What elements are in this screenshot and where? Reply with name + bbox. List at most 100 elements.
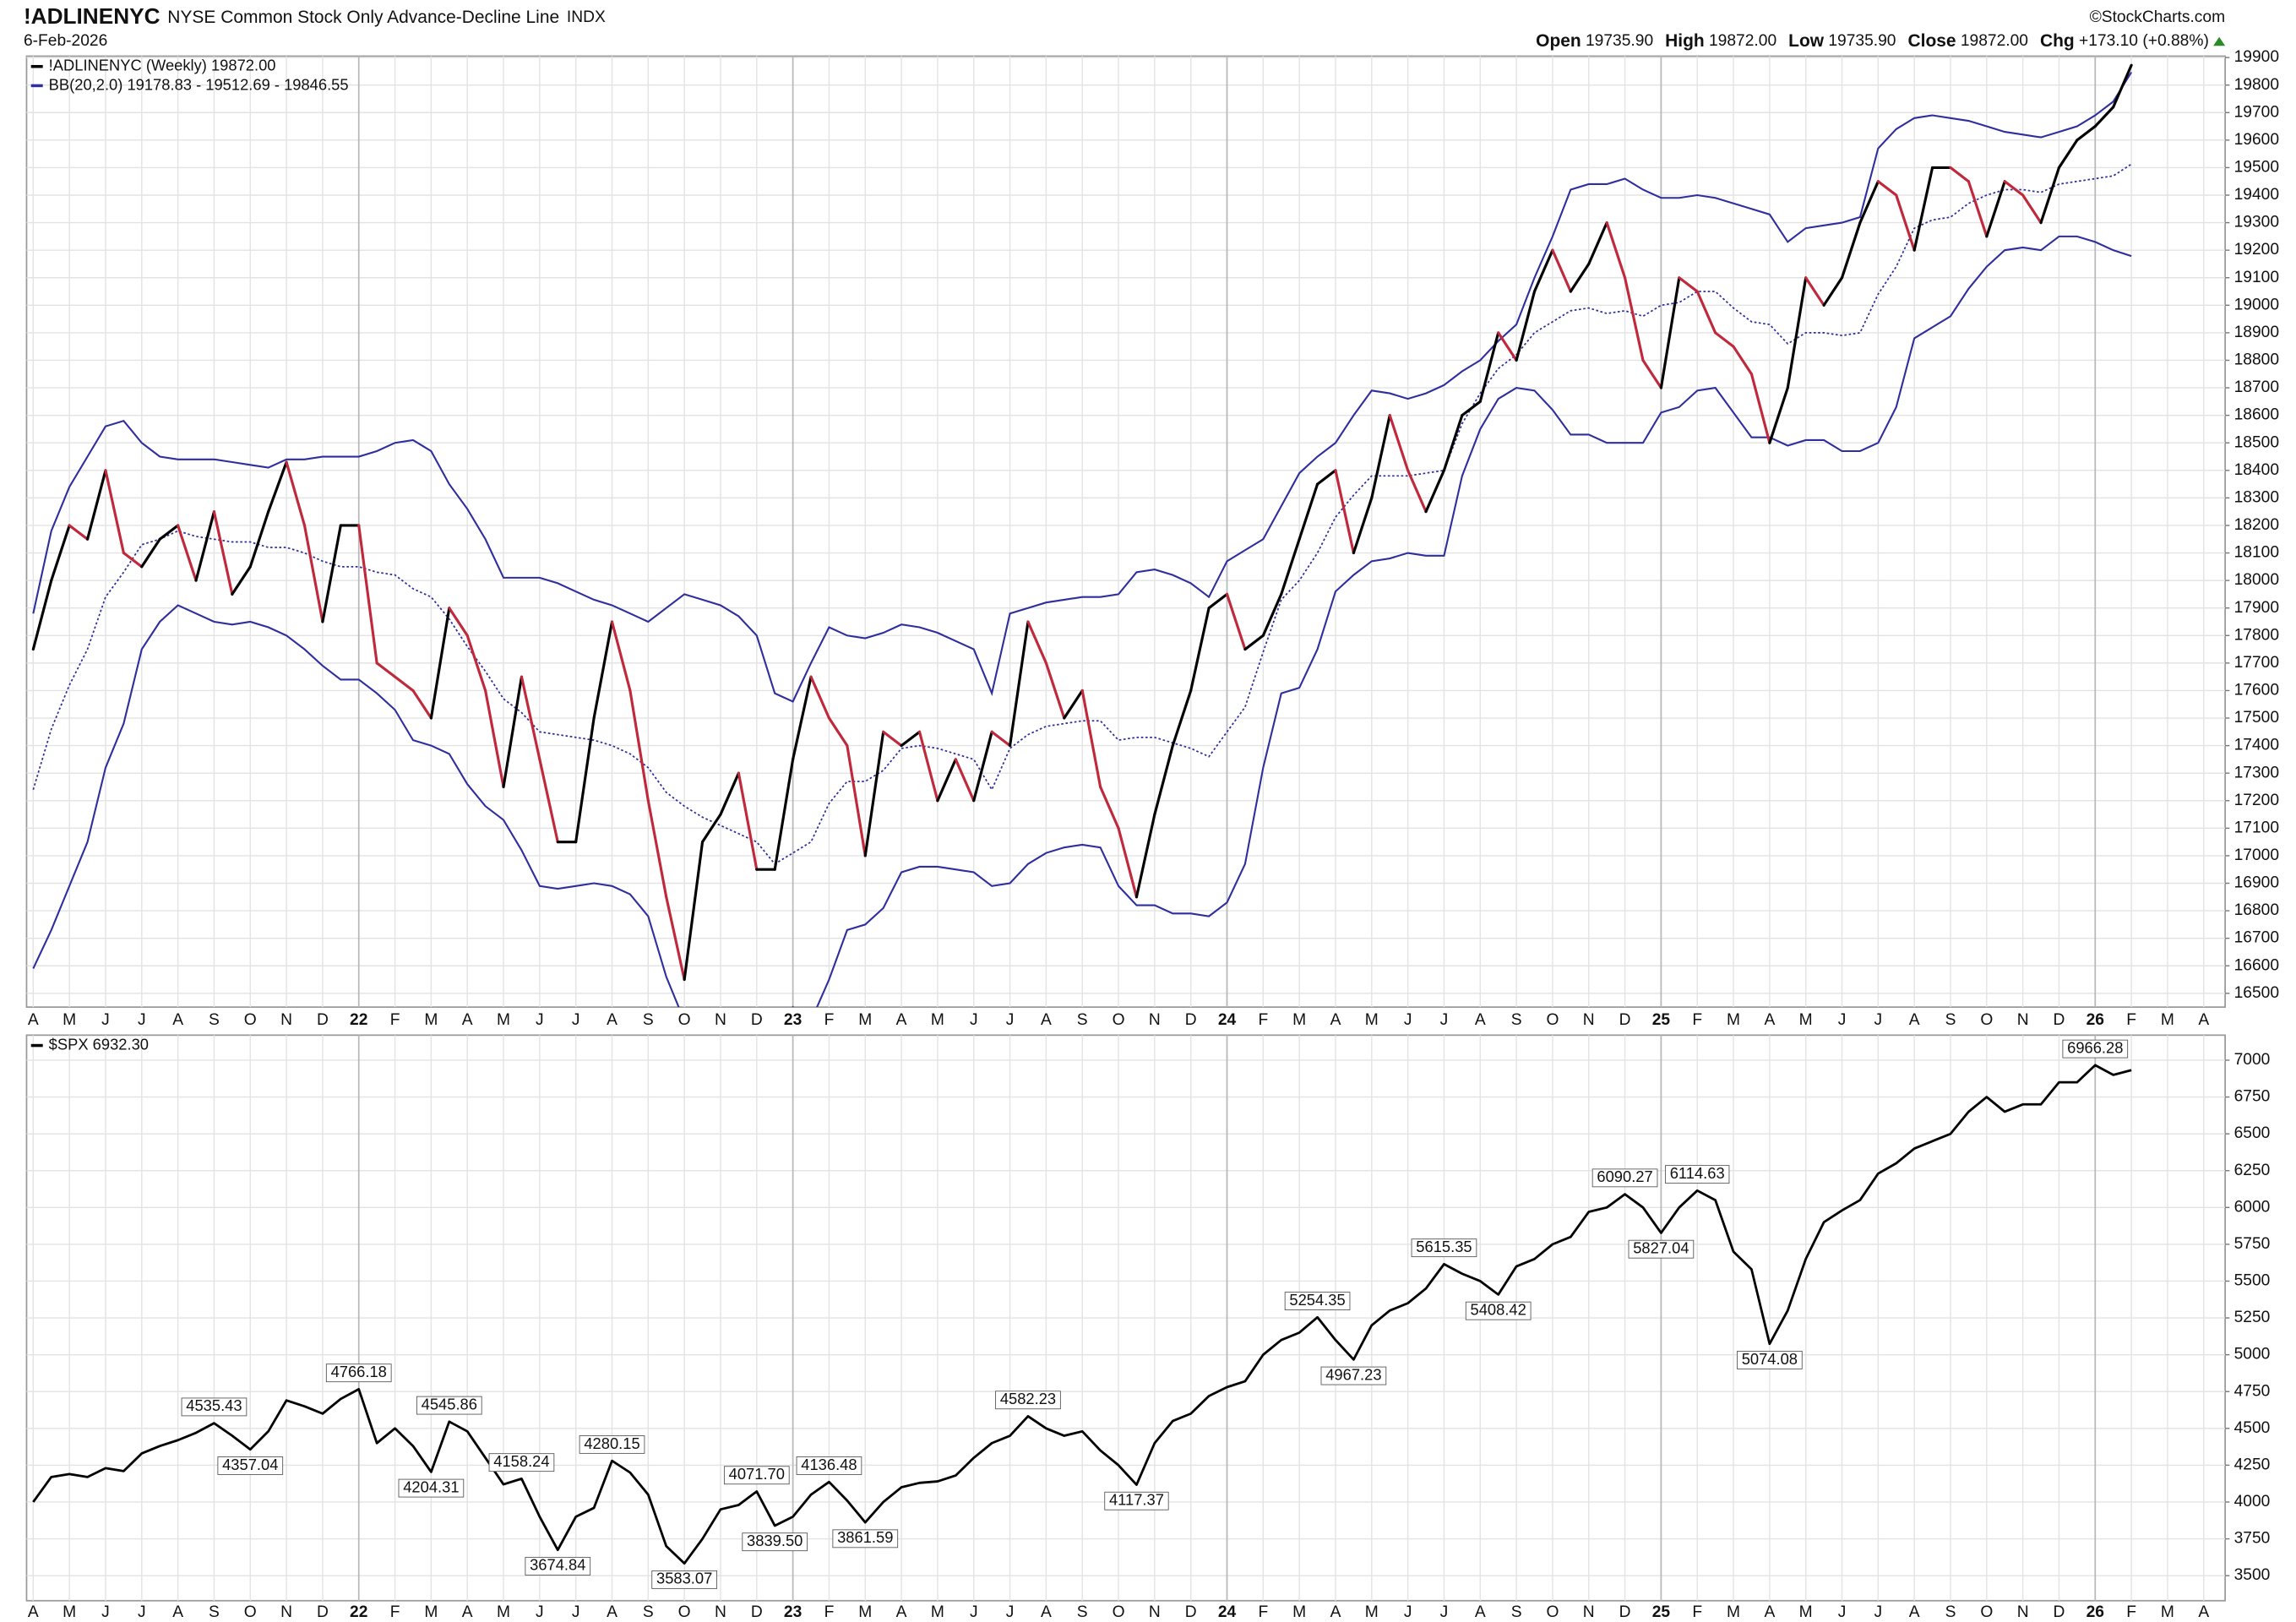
- line-segment: [1678, 276, 1699, 293]
- x-tick-label: S: [1945, 1603, 1956, 1621]
- line-segment: [1695, 290, 1717, 335]
- x-tick-label: A: [896, 1603, 907, 1621]
- x-tick-label: J: [970, 1011, 978, 1029]
- x-tick-label: 24: [1218, 1011, 1237, 1029]
- value-label: 4535.43: [186, 1396, 242, 1414]
- x-tick-label: O: [1980, 1603, 1993, 1621]
- value-label-box: [1665, 1165, 1730, 1184]
- x-tick-label: M: [931, 1603, 944, 1621]
- line-segment: [538, 758, 559, 844]
- value-label-box: [579, 1434, 645, 1454]
- x-tick-label: S: [643, 1603, 654, 1621]
- x-tick-label: J: [138, 1603, 146, 1621]
- x-tick-label: S: [209, 1603, 220, 1621]
- quote-label: Chg: [2040, 31, 2075, 51]
- x-tick-label: M: [1799, 1603, 1813, 1621]
- value-label: 4158.24: [493, 1452, 549, 1470]
- x-tick-label: S: [643, 1011, 654, 1029]
- line-segment: [520, 675, 541, 761]
- exchange: INDX: [567, 8, 606, 26]
- x-tick-label: M: [63, 1603, 76, 1621]
- subtitle: NYSE Common Stock Only Advance-Decline L…: [167, 8, 559, 27]
- plot-area: [25, 55, 2226, 1008]
- y-tick-label: 19000: [2234, 296, 2279, 313]
- x-tick-label: F: [390, 1011, 400, 1029]
- value-label: 4071.70: [729, 1465, 785, 1483]
- x-tick-label: A: [1330, 1603, 1341, 1621]
- plot: [31, 63, 2133, 1008]
- x-tick-label: F: [824, 1603, 835, 1621]
- line-segment: [792, 675, 813, 761]
- y-tick-label: 17600: [2234, 682, 2279, 699]
- value-label-box: [398, 1478, 465, 1498]
- value-label-box: [416, 1396, 482, 1415]
- x-tick-label: M: [424, 1011, 438, 1029]
- line-segment: [1497, 331, 1518, 362]
- y-tick-label: 16500: [2234, 984, 2279, 1002]
- line-segment: [1406, 469, 1428, 514]
- y-tick-label: 18200: [2234, 516, 2279, 534]
- x-tick-label: A: [1909, 1603, 1920, 1621]
- line-segment: [1080, 689, 1102, 789]
- y-tick-label: 19900: [2234, 48, 2279, 66]
- line-segment: [1515, 290, 1537, 362]
- y-tick-label: 6500: [2234, 1124, 2271, 1142]
- x-tick-label: 26: [2087, 1011, 2104, 1029]
- x-tick-label: 22: [350, 1011, 367, 1029]
- x-tick-label: D: [1619, 1011, 1631, 1029]
- y-tick-label: 19100: [2234, 269, 2279, 286]
- y-tick-label: 19500: [2234, 158, 2279, 176]
- x-tick-label: J: [572, 1011, 580, 1029]
- x-tick-label: A: [1764, 1011, 1775, 1029]
- x-tick-label: O: [678, 1011, 691, 1029]
- legend-entry: BB(20,2.0) 19178.83 - 19512.69 - 19846.5…: [49, 75, 349, 93]
- line-segment: [177, 524, 198, 582]
- x-tick-label: S: [1077, 1603, 1088, 1621]
- x-tick-label: S: [1511, 1011, 1522, 1029]
- x-tick-label: A: [607, 1011, 618, 1029]
- y-tick-label: 4750: [2234, 1382, 2271, 1400]
- line-segment: [646, 799, 668, 899]
- x-tick-label: D: [751, 1603, 763, 1621]
- value-label: 3839.50: [747, 1532, 803, 1549]
- x-tick-label: F: [1692, 1603, 1702, 1621]
- line-segment: [1153, 744, 1174, 816]
- line-segment: [1370, 414, 1391, 499]
- line-segment: [1587, 221, 1608, 266]
- y-tick-label: 4500: [2234, 1419, 2271, 1437]
- x-tick-label: F: [1692, 1011, 1702, 1029]
- value-label: 4357.04: [222, 1456, 278, 1473]
- x-tick-label: J: [1440, 1011, 1449, 1029]
- line-segment: [1026, 620, 1047, 665]
- y-tick-label: 18500: [2234, 433, 2279, 451]
- x-tick-label: A: [462, 1603, 473, 1621]
- value-label: 3583.07: [656, 1570, 712, 1587]
- value-label-box: [1465, 1301, 1532, 1320]
- y-tick-label: 4250: [2234, 1456, 2271, 1473]
- value-label: 5254.35: [1289, 1291, 1345, 1309]
- x-tick-label: A: [1909, 1011, 1920, 1029]
- line-segment: [1949, 166, 1970, 183]
- x-tick-label: N: [280, 1603, 292, 1621]
- quote-value: 19872.00: [1961, 32, 2028, 50]
- x-tick-label: M: [1292, 1603, 1306, 1621]
- quote-label: Low: [1788, 31, 1825, 51]
- line-segment: [1225, 592, 1247, 651]
- value-label: 5827.04: [1633, 1239, 1689, 1257]
- value-label: 6114.63: [1670, 1164, 1725, 1182]
- x-tick-label: M: [1727, 1011, 1740, 1029]
- x-tick-label: A: [607, 1603, 618, 1621]
- line-segment: [2112, 63, 2133, 109]
- value-label: 4117.37: [1109, 1491, 1164, 1509]
- y-tick-label: 17500: [2234, 709, 2279, 727]
- line-segment: [1298, 482, 1319, 541]
- value-label-box: [325, 1363, 392, 1383]
- y-tick-label: 17200: [2234, 792, 2279, 809]
- x-tick-label: M: [1365, 1603, 1379, 1621]
- value-label-box: [1737, 1351, 1803, 1369]
- x-tick-label: A: [28, 1011, 39, 1029]
- line: [32, 1064, 2132, 1565]
- line-segment: [1044, 661, 1066, 720]
- x-tick-label: M: [858, 1011, 872, 1029]
